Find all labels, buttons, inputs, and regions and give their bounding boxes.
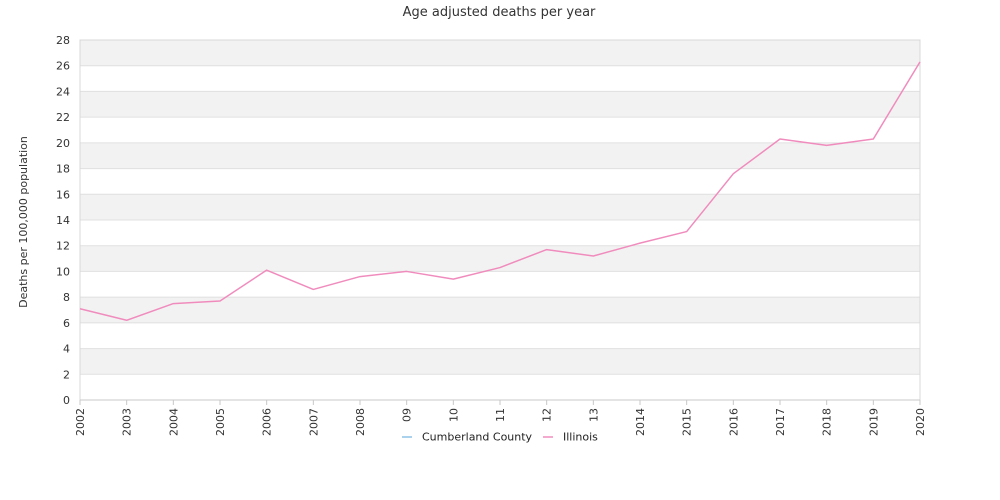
- series-lines: [79, 61, 921, 322]
- y-tick-label: 18: [56, 163, 70, 176]
- x-tick-label: 2002: [74, 408, 87, 436]
- grid-band: [80, 271, 920, 298]
- legend-item-illinois[interactable]: Illinois: [543, 431, 598, 444]
- y-tick-label: 4: [63, 343, 70, 356]
- x-tick-label: 2004: [167, 408, 180, 436]
- y-tick-label: 20: [56, 137, 70, 150]
- grid-band: [80, 220, 920, 246]
- x-tick-label: 11: [494, 408, 507, 422]
- y-axis-title: Deaths per 100,000 population: [17, 136, 30, 308]
- y-tick-label: 14: [56, 214, 70, 227]
- grid-band: [80, 40, 920, 66]
- y-tick-label: 6: [63, 317, 70, 330]
- x-tick-label: 2005: [214, 408, 227, 436]
- y-tick-label: 0: [63, 394, 70, 407]
- y-tick-label: 26: [56, 60, 70, 73]
- x-tick-label: 2014: [634, 408, 647, 436]
- legend-label: Cumberland County: [422, 431, 533, 444]
- grid-band: [80, 348, 920, 375]
- x-tick-label: 2018: [821, 408, 834, 436]
- y-tick-label: 8: [63, 291, 70, 304]
- grid-band: [80, 117, 920, 143]
- y-tick-label: 16: [56, 188, 70, 201]
- x-tick-label: 2007: [307, 408, 320, 436]
- y-tick-label: 2: [63, 368, 70, 381]
- y-tick-label: 10: [56, 265, 70, 278]
- x-tick-label: 2006: [261, 408, 274, 436]
- grid-band: [80, 194, 920, 220]
- y-tick-label: 12: [56, 240, 70, 253]
- y-tick-label: 28: [56, 34, 70, 47]
- x-tick-label: 2017: [774, 408, 787, 436]
- grid-band: [80, 65, 920, 92]
- legend: Cumberland County Illinois: [402, 431, 598, 444]
- y-tick-label: 22: [56, 111, 70, 124]
- y-tick-label: 24: [56, 85, 70, 98]
- x-tick-label: 2019: [867, 408, 880, 436]
- legend-item-cumberland-county[interactable]: Cumberland County: [402, 431, 533, 444]
- x-tick-labels: 2002 2003 2004 2005 2006 2007 2008 09 10 11 12 13 20…: [74, 408, 927, 436]
- x-tick-label: 2016: [727, 408, 740, 436]
- grid-bands: [80, 40, 920, 400]
- grid-band: [80, 142, 920, 169]
- x-tick-label: 2008: [354, 408, 367, 436]
- x-tick-label: 2020: [914, 408, 927, 436]
- x-tick-label: 10: [447, 408, 460, 422]
- x-tick-label: 12: [541, 408, 554, 422]
- x-tick-label: 09: [401, 408, 414, 422]
- grid-band: [80, 297, 920, 323]
- x-tick-label: 2015: [681, 408, 694, 436]
- chart-title: Age adjusted deaths per year: [403, 5, 596, 20]
- grid-band: [80, 168, 920, 195]
- x-tick-label: 13: [587, 408, 600, 422]
- grid-band: [80, 322, 920, 349]
- legend-label: Illinois: [563, 431, 598, 444]
- grid-band: [80, 374, 920, 400]
- axes: [79, 39, 921, 405]
- grid-band: [80, 91, 920, 118]
- x-tick-label: 2003: [121, 408, 134, 436]
- series-line-illinois: [79, 61, 921, 322]
